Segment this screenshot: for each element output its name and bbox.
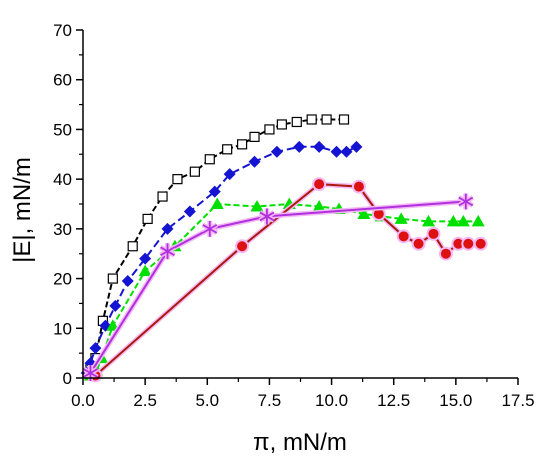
marker-stroke	[202, 224, 218, 234]
data-point	[330, 145, 343, 158]
data-point	[357, 207, 371, 219]
data-point	[208, 185, 221, 198]
data-point	[312, 199, 326, 212]
series-1	[85, 114, 350, 374]
data-point	[107, 273, 118, 284]
x-tick-label: 10.0	[315, 391, 348, 410]
data-point	[353, 181, 364, 192]
data-point	[183, 205, 196, 218]
data-point	[422, 214, 436, 227]
x-tick-label: 17.5	[501, 391, 534, 410]
data-point	[139, 252, 152, 265]
axes	[76, 29, 519, 385]
data-point	[223, 168, 236, 181]
data-point	[456, 214, 470, 227]
series-2	[80, 140, 363, 380]
marker-stroke	[160, 246, 175, 257]
data-point	[270, 145, 283, 158]
data-point	[471, 214, 485, 227]
data-point	[457, 193, 475, 210]
data-point	[446, 214, 460, 227]
data-point	[293, 140, 306, 153]
data-point	[413, 238, 424, 249]
data-point	[314, 179, 325, 190]
data-point	[138, 264, 152, 277]
data-point	[250, 199, 264, 212]
x-axis-title: π, mN/m	[253, 429, 347, 456]
data-point	[204, 154, 215, 165]
plot-series	[80, 114, 488, 383]
series-5	[82, 193, 475, 382]
data-point	[161, 222, 174, 235]
y-tick-label: 70	[53, 21, 72, 40]
tick-labels: 0.0 2.5 5.0 7.5 10.0 12.5 15.0 17.5 0 10 20 30 40 50 6…	[53, 21, 534, 410]
data-point	[142, 213, 153, 225]
data-point	[453, 238, 464, 249]
y-tick-label: 60	[53, 71, 72, 90]
y-tick-label: 40	[53, 170, 72, 189]
y-tick-label: 0	[63, 369, 72, 388]
x-tick-label: 12.5	[377, 391, 410, 410]
x-tick-label: 15.0	[439, 391, 472, 410]
data-point	[394, 212, 408, 224]
x-tick-label: 0.0	[71, 391, 95, 410]
series-4	[88, 177, 488, 383]
data-point	[189, 166, 200, 177]
data-point	[291, 116, 302, 128]
x-tick-label: 7.5	[258, 391, 282, 410]
data-point	[258, 208, 276, 225]
data-point	[249, 131, 260, 142]
data-point	[340, 145, 353, 158]
data-point	[201, 220, 218, 237]
data-point	[222, 144, 233, 155]
x-tick-label: 5.0	[195, 391, 219, 410]
data-point	[159, 243, 176, 260]
data-point	[428, 228, 439, 239]
data-point	[127, 241, 138, 252]
data-point	[463, 238, 474, 249]
data-point	[306, 114, 317, 125]
data-point	[237, 241, 248, 252]
data-point	[350, 140, 363, 153]
data-point	[338, 114, 350, 125]
series-line-halo	[88, 199, 466, 375]
data-point	[248, 155, 261, 168]
x-tick-label: 2.5	[133, 391, 157, 410]
data-point	[89, 342, 102, 355]
y-tick-label: 50	[53, 120, 72, 139]
data-point	[313, 140, 326, 153]
y-tick-label: 30	[53, 220, 72, 239]
series-line	[85, 145, 357, 374]
y-tick-label: 20	[53, 270, 72, 289]
y-tick-label: 10	[53, 319, 72, 338]
data-point	[236, 139, 248, 150]
data-point	[398, 231, 409, 242]
data-point	[475, 238, 486, 249]
data-point	[210, 197, 224, 209]
marker-stroke	[259, 211, 275, 222]
data-point	[321, 114, 332, 125]
data-point	[264, 124, 275, 135]
data-point	[172, 174, 183, 185]
data-point	[121, 275, 134, 288]
data-point	[109, 299, 122, 312]
data-point	[373, 208, 384, 219]
marker-stroke	[83, 368, 98, 378]
data-point	[276, 119, 287, 130]
series-line	[89, 203, 479, 377]
y-axis-title: |E|, mN/m	[9, 157, 36, 263]
data-point	[157, 191, 168, 202]
marker-stroke	[458, 196, 474, 207]
data-point	[440, 248, 451, 259]
